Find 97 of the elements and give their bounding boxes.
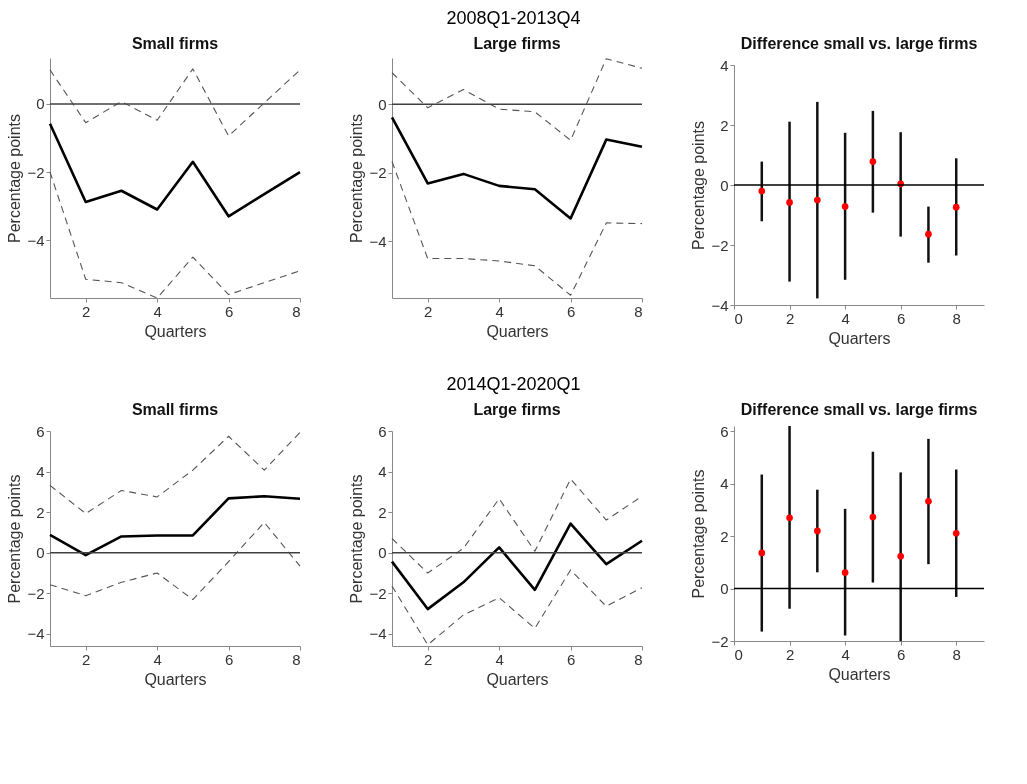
y-tick-label: −4 [27, 625, 45, 643]
y-tick-label: 4 [36, 463, 45, 481]
x-tick-label: 4 [153, 302, 162, 320]
y-tick-label: 0 [36, 544, 45, 562]
x-tick-label: 4 [495, 650, 504, 668]
y-tick-label: −2 [711, 632, 729, 650]
x-tick-label: 6 [224, 650, 234, 668]
y-tick-label: −4 [27, 231, 45, 249]
chart-title: Small firms [131, 401, 219, 418]
x-tick-label: 6 [896, 645, 906, 663]
y-tick-label: −2 [27, 163, 45, 181]
line-series [48, 495, 302, 557]
y-tick-label: 0 [378, 95, 387, 113]
x-tick-label: 0 [734, 645, 743, 663]
x-axis-title: Quarters [486, 670, 549, 688]
line-series [49, 521, 301, 601]
point [925, 497, 932, 505]
x-axis-title: Quarters [828, 329, 891, 347]
text: 2008Q1-2013Q4 [445, 7, 582, 30]
chart-title: Difference small vs. large firms [740, 35, 978, 52]
y-tick-label: 0 [36, 95, 45, 113]
y-axis-title: Percentage points [6, 474, 24, 604]
x-tick-label: 2 [424, 650, 433, 668]
x-tick-label: 8 [952, 645, 961, 663]
point [786, 199, 793, 206]
x-axis-title: Quarters [144, 322, 207, 340]
y-tick-label: 4 [720, 56, 729, 74]
point [925, 230, 932, 238]
x-tick-label: 2 [785, 645, 795, 663]
chart-title: Difference small vs. large firms [740, 401, 978, 419]
line-series [49, 68, 301, 137]
y-tick-label: 2 [720, 116, 729, 134]
point [758, 187, 766, 195]
chart-title: Large firms [473, 401, 561, 418]
y-tick-label: 6 [720, 422, 729, 440]
x-axis-title: Quarters [486, 322, 549, 340]
x-axis-title: Quarters [144, 670, 207, 688]
point [841, 203, 849, 210]
y-tick-label: 0 [720, 580, 729, 598]
line-series [390, 116, 644, 220]
y-tick-label: 2 [720, 527, 729, 545]
x-tick-label: 4 [495, 302, 504, 320]
x-tick-label: 0 [734, 309, 743, 327]
x-tick-label: 4 [841, 309, 850, 327]
point [869, 513, 877, 521]
x-tick-label: 2 [82, 302, 91, 320]
y-tick-label: −4 [369, 625, 387, 643]
line-series [49, 431, 301, 515]
text: 2014Q1-2020Q1 [445, 373, 582, 396]
y-axis-title: Percentage points [348, 114, 366, 243]
point [813, 527, 821, 535]
x-tick-label: 6 [566, 302, 576, 320]
point [786, 514, 793, 522]
line-series [390, 522, 644, 611]
chart-title: Large firms [473, 35, 561, 52]
x-tick-label: 8 [292, 650, 301, 668]
chart-title: Small firms [131, 35, 219, 52]
x-tick-label: 8 [634, 650, 643, 668]
y-axis-title: Percentage points [6, 114, 24, 243]
point [758, 549, 766, 557]
y-tick-label: −2 [369, 164, 387, 182]
x-tick-label: 6 [566, 650, 576, 668]
y-tick-label: 0 [720, 176, 729, 194]
y-tick-label: −2 [711, 236, 729, 254]
y-tick-label: −2 [369, 584, 387, 602]
y-tick-label: −2 [27, 584, 45, 602]
x-tick-label: 8 [634, 302, 643, 320]
x-tick-label: 4 [841, 645, 850, 663]
y-tick-label: 4 [378, 463, 387, 481]
y-tick-label: 4 [720, 475, 729, 493]
y-axis-title: Percentage points [690, 469, 708, 599]
y-axis-title: Percentage points [348, 474, 366, 604]
x-tick-label: 4 [153, 650, 162, 668]
y-tick-label: 6 [378, 422, 387, 440]
y-axis-title: Percentage points [690, 121, 708, 250]
x-tick-label: 6 [896, 309, 906, 327]
y-tick-label: 2 [378, 503, 387, 521]
x-tick-label: 8 [952, 309, 961, 327]
x-tick-label: 8 [292, 302, 301, 320]
point [813, 196, 821, 204]
x-tick-label: 6 [224, 302, 234, 320]
x-tick-label: 2 [82, 650, 91, 668]
point [841, 569, 849, 576]
line-series [48, 122, 302, 218]
point [869, 158, 877, 165]
y-tick-label: 0 [378, 544, 387, 562]
x-tick-label: 2 [424, 302, 433, 320]
line-series [391, 58, 643, 141]
y-tick-label: 6 [36, 422, 45, 440]
y-tick-label: 2 [36, 503, 45, 521]
x-tick-label: 2 [785, 309, 795, 327]
y-tick-label: −4 [711, 296, 729, 314]
x-axis-title: Quarters [828, 665, 891, 683]
point [952, 203, 960, 211]
y-tick-label: −4 [369, 232, 387, 250]
point [897, 552, 905, 560]
point [952, 529, 960, 537]
